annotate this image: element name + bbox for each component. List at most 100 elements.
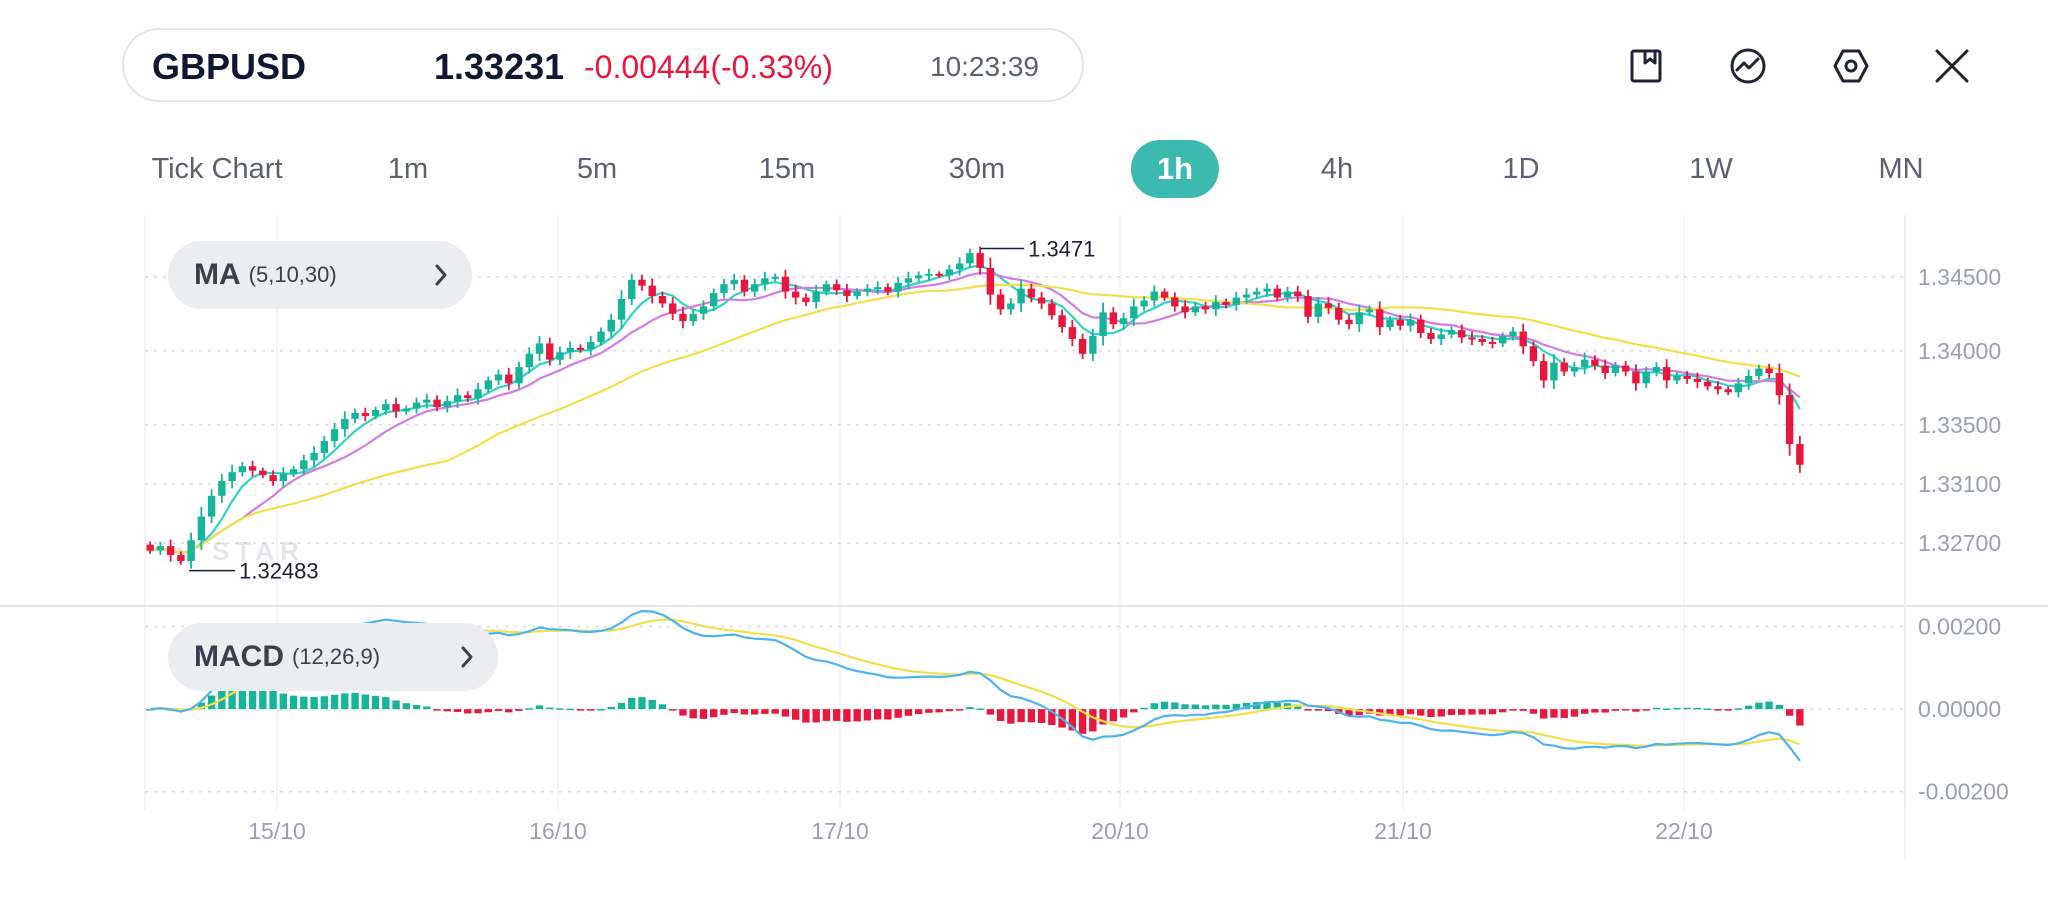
candle-up bbox=[1611, 365, 1620, 373]
candle-up bbox=[1437, 334, 1445, 339]
macd-histogram-bar bbox=[1417, 709, 1425, 716]
candle-up bbox=[1007, 303, 1015, 310]
candle-down bbox=[1662, 367, 1671, 381]
bookmark-icon[interactable] bbox=[1626, 46, 1666, 86]
macd-histogram-bar bbox=[1191, 704, 1199, 710]
macd-histogram-bar bbox=[443, 709, 451, 712]
chevron-right-icon bbox=[435, 264, 447, 286]
macd-histogram-bar bbox=[1437, 709, 1445, 717]
macd-histogram-bar bbox=[494, 709, 503, 711]
candle-up bbox=[535, 343, 544, 354]
macd-histogram-bar bbox=[1109, 709, 1118, 722]
candle-up bbox=[1406, 319, 1415, 326]
candle-up bbox=[320, 441, 329, 453]
macd-histogram-bar bbox=[1519, 709, 1527, 711]
macd-histogram-bar bbox=[207, 695, 216, 710]
tf-1d[interactable]: 1D bbox=[1502, 153, 1540, 185]
macd-histogram-bar bbox=[925, 709, 933, 713]
ma-indicator-name: MA bbox=[194, 258, 241, 291]
candle-down bbox=[1775, 373, 1784, 396]
macd-histogram-bar bbox=[904, 709, 913, 716]
candle-down bbox=[1601, 365, 1609, 373]
price-tick-label: 1.34000 bbox=[1918, 338, 2001, 364]
macd-histogram-bar bbox=[464, 709, 472, 714]
candle-up bbox=[402, 408, 410, 412]
tf-1m[interactable]: 1m bbox=[387, 153, 429, 185]
candle-down bbox=[1335, 307, 1343, 320]
candle-up bbox=[607, 319, 615, 332]
macd-histogram-bar bbox=[812, 709, 820, 723]
candle-down bbox=[679, 313, 687, 322]
macd-histogram-bar bbox=[1785, 709, 1794, 716]
tf-1h[interactable]: 1h bbox=[1130, 140, 1220, 198]
candle-down bbox=[1171, 297, 1179, 307]
tf-30m[interactable]: 30m bbox=[948, 153, 1006, 185]
candle-down bbox=[996, 294, 1005, 310]
candle-up bbox=[1130, 306, 1138, 319]
candle-down bbox=[1621, 365, 1630, 372]
close-icon[interactable] bbox=[1932, 46, 1972, 86]
macd-histogram-bar bbox=[289, 695, 298, 710]
candle-up bbox=[310, 452, 318, 461]
candle-down bbox=[269, 475, 277, 482]
ma-indicator-button[interactable]: MA (5,10,30) bbox=[168, 241, 472, 309]
macd-histogram-bar bbox=[1160, 701, 1169, 710]
candle-down bbox=[1796, 444, 1804, 465]
candle-up bbox=[1263, 288, 1271, 292]
candle-down bbox=[843, 290, 851, 297]
candle-down bbox=[1048, 303, 1056, 316]
candle-up bbox=[1119, 318, 1128, 325]
symbol-label: GBPUSD bbox=[152, 46, 307, 87]
candle-down bbox=[1724, 389, 1732, 393]
candle-down bbox=[791, 291, 800, 298]
macd-histogram-bar bbox=[351, 692, 359, 710]
date-tick-label: 16/10 bbox=[529, 818, 587, 844]
candle-up bbox=[689, 313, 697, 322]
candle-up bbox=[587, 341, 595, 350]
candle-up bbox=[1581, 359, 1589, 368]
candle-up bbox=[1550, 362, 1558, 381]
candle-up bbox=[925, 273, 933, 276]
tf-mn[interactable]: MN bbox=[1878, 153, 1924, 185]
candle-down bbox=[1324, 303, 1333, 308]
candle-up bbox=[453, 395, 462, 402]
tf-5m[interactable]: 5m bbox=[576, 153, 618, 185]
candle-up bbox=[156, 546, 165, 551]
candle-down bbox=[1765, 368, 1773, 373]
macd-histogram-bar bbox=[1458, 709, 1466, 715]
candle-up bbox=[1253, 291, 1261, 295]
timeframe-selector: Tick Chart 1m 5m 15m 30m 1h 4h 1D 1W MN bbox=[0, 140, 2048, 202]
macd-histogram-bar bbox=[1796, 709, 1804, 726]
candle-up bbox=[1386, 319, 1394, 328]
candle-up bbox=[914, 275, 923, 279]
macd-histogram-bar bbox=[894, 709, 902, 718]
candle-up bbox=[279, 473, 288, 482]
macd-indicator-button[interactable]: MACD (12,26,9) bbox=[168, 623, 498, 691]
candle-down bbox=[1540, 361, 1548, 381]
candle-up bbox=[894, 282, 902, 292]
indicator-trend-icon[interactable] bbox=[1728, 46, 1768, 86]
macd-histogram-bar bbox=[1488, 709, 1497, 715]
macd-histogram-bar bbox=[566, 708, 574, 711]
macd-histogram-bar bbox=[1468, 709, 1476, 715]
ma-indicator-params: (5,10,30) bbox=[248, 262, 337, 287]
macd-histogram-bar bbox=[1314, 709, 1322, 711]
settings-hex-icon[interactable] bbox=[1831, 46, 1871, 86]
candle-up bbox=[351, 412, 359, 419]
macd-histogram-bar bbox=[1427, 709, 1435, 717]
tf-4h[interactable]: 4h bbox=[1320, 153, 1354, 185]
macd-histogram-bar bbox=[1621, 709, 1630, 711]
tf-15m[interactable]: 15m bbox=[758, 153, 816, 185]
candle-up bbox=[566, 347, 574, 353]
tf-tick-chart[interactable]: Tick Chart bbox=[151, 153, 283, 185]
macd-histogram-bar bbox=[976, 708, 984, 711]
macd-histogram-bar bbox=[751, 709, 759, 715]
high-low-markers: 1.3471 1.32483 bbox=[189, 236, 1095, 584]
macd-histogram-bar bbox=[453, 709, 462, 712]
candle-up bbox=[751, 284, 759, 292]
tf-1w[interactable]: 1W bbox=[1689, 153, 1733, 185]
macd-histogram-bar bbox=[1765, 701, 1773, 710]
candle-down bbox=[986, 267, 995, 295]
candle-down bbox=[935, 273, 943, 276]
